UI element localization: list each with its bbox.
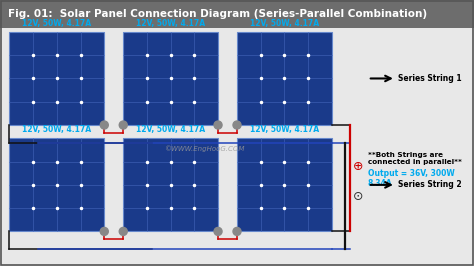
Bar	[123, 138, 218, 231]
Text: ©WWW.EngHooG.COM: ©WWW.EngHooG.COM	[164, 146, 244, 152]
Text: 12V, 50W, 4.17A: 12V, 50W, 4.17A	[250, 125, 319, 134]
Text: ⊙: ⊙	[353, 190, 363, 203]
Text: Output = 36V, 300W
8.34A: Output = 36V, 300W 8.34A	[368, 169, 455, 188]
Bar	[9, 32, 104, 125]
Circle shape	[100, 121, 108, 129]
Text: 12V, 50W, 4.17A: 12V, 50W, 4.17A	[136, 125, 205, 134]
Text: Fig. 01:  Solar Panel Connection Diagram (Series-Parallel Combination): Fig. 01: Solar Panel Connection Diagram …	[8, 9, 427, 19]
Circle shape	[100, 227, 108, 235]
Circle shape	[119, 227, 127, 235]
Circle shape	[233, 121, 241, 129]
Text: 12V, 50W, 4.17A: 12V, 50W, 4.17A	[250, 19, 319, 28]
Text: ⊕: ⊕	[353, 160, 363, 173]
Bar	[123, 32, 218, 125]
Circle shape	[119, 121, 127, 129]
Text: 12V, 50W, 4.17A: 12V, 50W, 4.17A	[136, 19, 205, 28]
Bar	[237, 138, 332, 231]
Text: Series String 1: Series String 1	[398, 74, 461, 83]
Text: Series String 2: Series String 2	[398, 180, 461, 189]
Bar	[9, 138, 104, 231]
Circle shape	[214, 227, 222, 235]
Text: 12V, 50W, 4.17A: 12V, 50W, 4.17A	[22, 19, 91, 28]
Circle shape	[214, 121, 222, 129]
Text: 12V, 50W, 4.17A: 12V, 50W, 4.17A	[22, 125, 91, 134]
Text: **Both Strings are
connected in parallel**: **Both Strings are connected in parallel…	[368, 152, 462, 165]
Bar	[0, 0, 474, 28]
Bar	[237, 32, 332, 125]
Circle shape	[233, 227, 241, 235]
